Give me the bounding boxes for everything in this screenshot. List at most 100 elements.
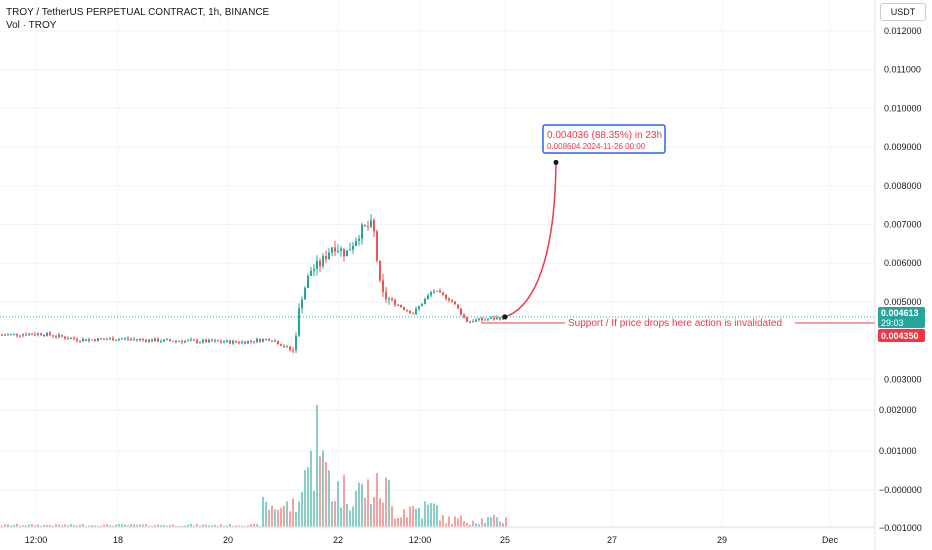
candle-body [220, 341, 222, 343]
volume-bar [13, 524, 15, 527]
candle-body [358, 238, 360, 241]
candle-body [151, 339, 153, 342]
candle-body [496, 317, 498, 320]
candle-body [37, 333, 39, 335]
price-axis[interactable]: 0.012000 0.011000 0.010000 0.009000 0.008000… [879, 26, 922, 533]
volume-bar [364, 497, 366, 527]
volume-bar [448, 516, 450, 527]
candle-body [454, 301, 456, 305]
candle-body [442, 292, 444, 295]
price-tick-label: 0.003000 [884, 374, 922, 384]
currency-button[interactable]: USDT [880, 3, 926, 21]
candle-body [106, 339, 108, 341]
volume-tick-label: 0.001000 [879, 446, 917, 456]
candle-body [283, 345, 285, 347]
volume-bar [493, 514, 495, 527]
candle-body [412, 313, 414, 315]
time-axis[interactable]: 12:00 18 20 22 12:00 25 27 29 Dec [25, 535, 839, 545]
candle-body [190, 339, 192, 341]
candle-body [217, 340, 219, 342]
volume-bar [385, 477, 387, 527]
candle-body [202, 339, 204, 343]
volume-legend[interactable]: Vol · TROY [6, 20, 57, 31]
candle-body [493, 317, 495, 320]
projection-arrow [504, 162, 557, 318]
price-tick-label: 0.010000 [884, 103, 922, 113]
volume-bar [490, 517, 492, 527]
volume-bar [31, 524, 33, 527]
candle-body [448, 298, 450, 301]
volume-bar [466, 523, 468, 527]
volume-bar [169, 524, 171, 527]
projection-details-label: 0.008604 2024-11-26 00:00 [547, 142, 646, 151]
chart-legend: TROY / TetherUS PERPETUAL CONTRACT, 1h, … [6, 6, 269, 32]
volume-bar [109, 525, 111, 527]
candle-body [205, 339, 207, 343]
volume-bar [70, 523, 72, 527]
candle-body [172, 340, 174, 342]
candle-body [28, 333, 30, 336]
candle-body [307, 276, 309, 289]
volume-bar [502, 523, 504, 527]
volume-bar [346, 503, 348, 527]
candle-body [19, 335, 21, 337]
volume-tick-label: −0.000000 [879, 485, 922, 495]
volume-bar [451, 523, 453, 527]
candle-body [61, 334, 63, 337]
candle-body [397, 304, 399, 306]
candle-body [319, 260, 321, 267]
candle-body [310, 270, 312, 277]
candle-body [367, 226, 369, 228]
candle-body [298, 308, 300, 336]
price-tick-label: 0.007000 [884, 220, 922, 230]
candle-body [64, 336, 66, 339]
volume-bar [82, 524, 84, 527]
volume-bar [4, 524, 6, 527]
volume-bar [160, 525, 162, 527]
volume-bar [295, 511, 297, 527]
candle-body [292, 349, 294, 351]
volume-bar [247, 525, 249, 527]
volume-bar [28, 524, 30, 527]
volume-bar [424, 501, 426, 527]
candle-body [226, 340, 228, 343]
candle-body [178, 341, 180, 343]
projection-end-point [553, 159, 559, 165]
volume-bar [178, 525, 180, 527]
volume-bar [250, 524, 252, 527]
volume-bar [325, 462, 327, 527]
volume-bar [199, 525, 201, 527]
volume-bar [460, 515, 462, 527]
volume-bar [187, 524, 189, 527]
current-price-value: 0.004613 [881, 308, 919, 318]
candle-body [265, 338, 267, 340]
volume-bar [274, 509, 276, 527]
candle-body [451, 300, 453, 302]
candle-body [88, 339, 90, 341]
symbol-title[interactable]: TROY / TetherUS PERPETUAL CONTRACT, 1h, … [6, 7, 270, 18]
volume-bar [10, 525, 12, 527]
candle-body [148, 339, 150, 342]
candle-body [244, 341, 246, 344]
candle-body [352, 245, 354, 250]
candle-body [385, 291, 387, 300]
volume-bar [139, 524, 141, 527]
volume-bar [409, 506, 411, 527]
candle-body [484, 319, 486, 321]
volume-bar [22, 525, 24, 527]
candle-body [289, 346, 291, 350]
volume-bar [271, 505, 273, 527]
volume-bar [19, 525, 21, 527]
candle-body [274, 340, 276, 342]
candle-body [238, 342, 240, 344]
volume-bar [316, 404, 318, 527]
volume-bar [388, 480, 390, 527]
candle-body [334, 247, 336, 252]
projection-change-label: 0.004036 (88.35%) in 23h [547, 130, 662, 141]
volume-bar [265, 501, 267, 527]
candle-body [142, 339, 144, 341]
volume-bar [391, 506, 393, 527]
candle-body [466, 317, 468, 323]
candle-body [100, 338, 102, 340]
